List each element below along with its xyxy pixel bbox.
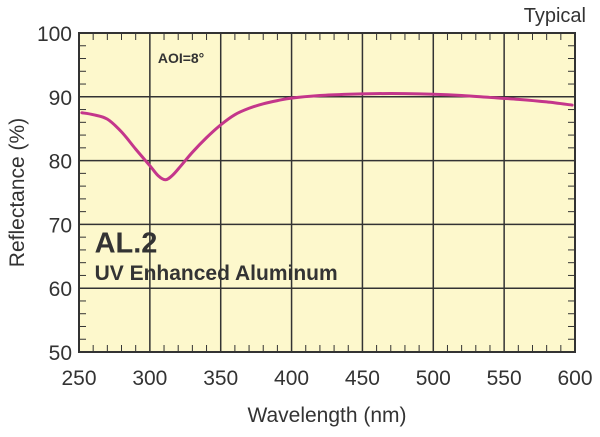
x-tick-label: 400 [274,367,309,390]
x-tick-label: 500 [416,367,451,390]
product-code-annotation: AL.2 [95,227,158,259]
y-tick-label: 100 [37,23,72,46]
plot-frame [78,32,576,353]
aoi-annotation: AOI=8° [158,50,204,66]
y-tick-label: 60 [49,278,72,301]
y-axis-title: Reflectance (%) [6,118,29,267]
product-name-annotation: UV Enhanced Aluminum [95,262,338,285]
x-tick-label: 350 [203,367,238,390]
reflectance-curve [80,92,574,182]
plot-background [79,33,575,352]
y-tick-labels: 50 60 70 80 90 100 [37,23,72,365]
x-tick-label: 600 [557,367,592,390]
x-tick-labels: 250 300 350 400 450 500 550 600 [61,367,592,390]
y-tick-label: 70 [49,214,72,237]
x-tick-label: 550 [487,367,522,390]
series-layer [80,92,574,182]
x-tick-label: 250 [61,367,96,390]
minor-ticks [79,33,575,352]
x-axis-title: Wavelength (nm) [247,404,406,427]
x-tick-label: 300 [132,367,167,390]
x-tick-label: 450 [345,367,380,390]
y-tick-label: 80 [49,151,72,174]
typical-label: Typical [524,5,586,27]
y-tick-label: 90 [49,87,72,110]
y-tick-label: 50 [49,342,72,365]
